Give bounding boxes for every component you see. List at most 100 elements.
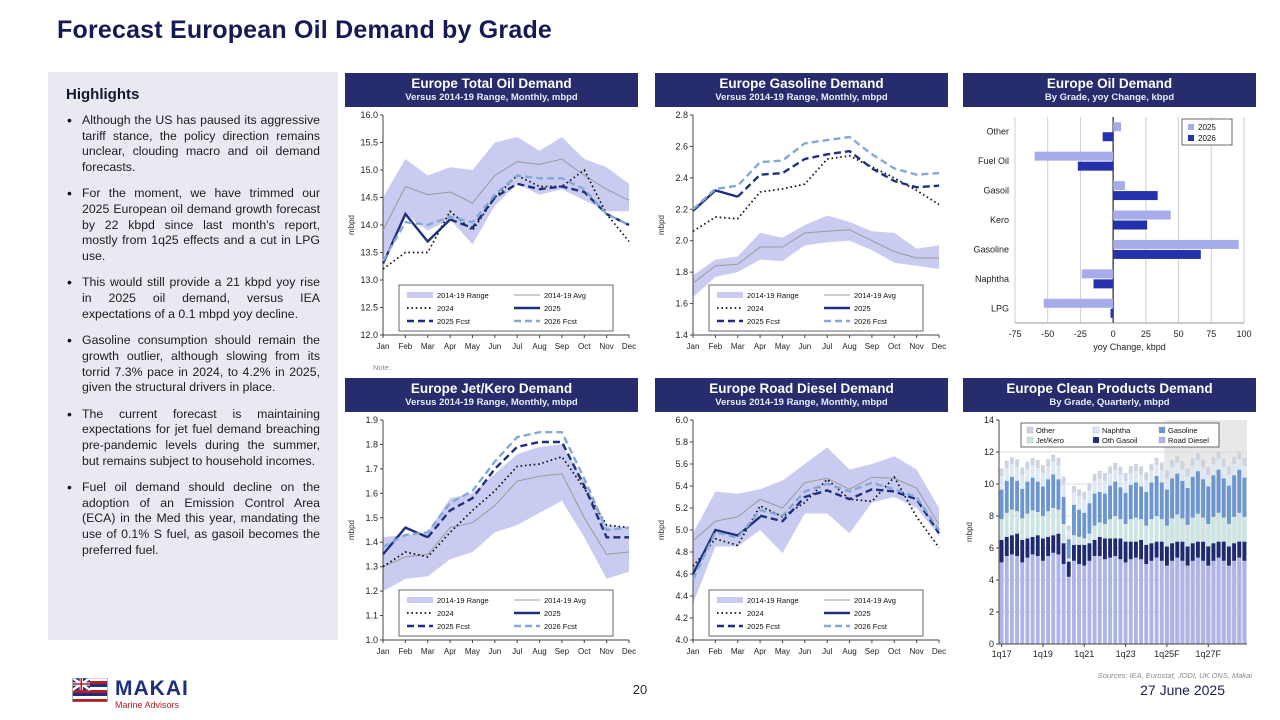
chart-plot-clean-products: 0 2 4 6 8 10 12 14 1q17 1q19 1q21 1q23 1q25F 1q27F mbp… bbox=[963, 412, 1256, 669]
svg-text:12.0: 12.0 bbox=[360, 330, 378, 340]
svg-text:1q27F: 1q27F bbox=[1195, 649, 1221, 659]
svg-text:2025: 2025 bbox=[1198, 123, 1216, 132]
svg-text:12: 12 bbox=[984, 447, 994, 457]
svg-text:Gasoline: Gasoline bbox=[973, 244, 1009, 254]
svg-text:2024: 2024 bbox=[437, 304, 454, 313]
svg-text:Other: Other bbox=[1036, 426, 1055, 435]
svg-text:mbpd: mbpd bbox=[347, 520, 356, 540]
svg-text:Mar: Mar bbox=[421, 647, 435, 656]
chart-panel-yoy-by-grade: Europe Oil Demand By Grade, yoy Change, … bbox=[963, 73, 1256, 362]
series-2026-fcst bbox=[691, 481, 940, 581]
svg-text:Fuel Oil: Fuel Oil bbox=[978, 156, 1009, 166]
bar-2026-kero bbox=[1113, 220, 1148, 230]
highlight-bullet: Gasoline consumption should remain the g… bbox=[66, 332, 320, 395]
chart-plot-yoy-by-grade: Other Fuel Oil Gasoil Kero Gasoline Naphtha LP… bbox=[963, 107, 1256, 362]
svg-text:May: May bbox=[775, 342, 790, 351]
svg-text:2026 Fcst: 2026 Fcst bbox=[854, 622, 888, 631]
chart-title: Europe Total Oil Demand bbox=[411, 76, 572, 91]
range-band bbox=[693, 447, 939, 604]
grid bbox=[1014, 117, 1245, 323]
svg-text:100: 100 bbox=[1236, 329, 1251, 339]
svg-text:Nov: Nov bbox=[910, 647, 924, 656]
axes: 1.0 1.1 1.2 1.3 1.4 1.5 1.6 1.7 1.8 1.9 Jan Feb Mar A… bbox=[347, 415, 636, 656]
gasoline-svg: 1.4 1.6 1.8 2.0 2.2 2.4 2.6 2.8 Jan Feb Mar Apr May J… bbox=[657, 110, 946, 351]
svg-text:Naphtha: Naphtha bbox=[975, 274, 1009, 284]
total-oil-svg: 12.0 12.5 13.0 13.5 14.0 14.5 15.0 15.5 16.0 Jan F… bbox=[347, 110, 636, 351]
svg-text:2.8: 2.8 bbox=[675, 110, 688, 120]
chart-subtitle: By Grade, Quarterly, mbpd bbox=[1049, 397, 1170, 408]
chart-plot-road-diesel: 4.0 4.2 4.4 4.6 4.8 5.0 5.2 5.4 5.6 5.8 6.0 Jan Feb M… bbox=[655, 412, 948, 667]
chart-sources: Sources: IEA, Eurostat, JODI, UK ONS, Ma… bbox=[1097, 671, 1252, 680]
svg-text:13.5: 13.5 bbox=[360, 248, 378, 258]
series-2025 bbox=[382, 526, 429, 556]
svg-text:2025 Fcst: 2025 Fcst bbox=[747, 317, 781, 326]
svg-text:2026 Fcst: 2026 Fcst bbox=[854, 317, 888, 326]
svg-text:Mar: Mar bbox=[731, 342, 745, 351]
svg-text:Oth Gasoil: Oth Gasoil bbox=[1102, 436, 1138, 445]
stacked-bars bbox=[999, 451, 1247, 644]
svg-text:Aug: Aug bbox=[532, 342, 546, 351]
bar-2026-naphtha bbox=[1093, 279, 1114, 289]
svg-text:2014-19 Avg: 2014-19 Avg bbox=[854, 291, 896, 300]
svg-text:May: May bbox=[465, 342, 480, 351]
makai-logo: MAKAI Marine Advisors bbox=[72, 678, 189, 710]
svg-text:1.6: 1.6 bbox=[365, 488, 378, 498]
svg-text:1q19: 1q19 bbox=[1033, 649, 1053, 659]
svg-text:2024: 2024 bbox=[747, 304, 764, 313]
svg-text:1.4: 1.4 bbox=[365, 537, 378, 547]
svg-text:15.5: 15.5 bbox=[360, 138, 378, 148]
svg-text:Jul: Jul bbox=[822, 647, 832, 656]
svg-text:Feb: Feb bbox=[708, 647, 722, 656]
svg-text:-50: -50 bbox=[1041, 329, 1054, 339]
axes: 0 2 4 6 8 10 12 14 1q17 1q19 1q21 1q23 1q25F 1q27F mbp… bbox=[965, 415, 1247, 659]
series-2025-fcst bbox=[736, 149, 940, 198]
chart-header: Europe Road Diesel Demand Versus 2014-19… bbox=[655, 378, 948, 412]
svg-text:0: 0 bbox=[989, 639, 994, 649]
svg-text:Jan: Jan bbox=[687, 342, 700, 351]
svg-text:mbpd: mbpd bbox=[347, 215, 356, 235]
svg-text:4: 4 bbox=[989, 575, 994, 585]
svg-text:Gasoline: Gasoline bbox=[1168, 426, 1198, 435]
svg-text:2025 Fcst: 2025 Fcst bbox=[747, 622, 781, 631]
svg-text:Oct: Oct bbox=[888, 342, 901, 351]
svg-text:Feb: Feb bbox=[398, 342, 412, 351]
series-2025-fcst bbox=[759, 488, 941, 534]
range-band bbox=[383, 444, 629, 592]
series-2026-fcst bbox=[692, 135, 940, 211]
svg-text:1.1: 1.1 bbox=[365, 611, 378, 621]
logo-name: MAKAI bbox=[115, 677, 189, 700]
svg-text:2025 Fcst: 2025 Fcst bbox=[437, 317, 471, 326]
chart-title: Europe Gasoline Demand bbox=[719, 76, 884, 91]
chart-panel-clean-products: Europe Clean Products Demand By Grade, Q… bbox=[963, 378, 1256, 680]
chart-plot-jet-kero: 1.0 1.1 1.2 1.3 1.4 1.5 1.6 1.7 1.8 1.9 Jan Feb Mar A… bbox=[345, 412, 638, 667]
svg-text:2026 Fcst: 2026 Fcst bbox=[544, 622, 578, 631]
chart-header: Europe Oil Demand By Grade, yoy Change, … bbox=[963, 73, 1256, 107]
bar-2026-lpg bbox=[1110, 308, 1114, 318]
svg-text:5.4: 5.4 bbox=[675, 481, 688, 491]
svg-text:2014-19 Range: 2014-19 Range bbox=[437, 596, 489, 605]
svg-text:2024: 2024 bbox=[747, 609, 764, 618]
svg-text:2.0: 2.0 bbox=[675, 236, 688, 246]
axes: 1.4 1.6 1.8 2.0 2.2 2.4 2.6 2.8 Jan Feb Mar Apr May J… bbox=[657, 110, 946, 351]
svg-text:Jul: Jul bbox=[512, 342, 522, 351]
series-2014-19-avg bbox=[692, 229, 939, 284]
svg-text:25: 25 bbox=[1141, 329, 1151, 339]
chart-subtitle: Versus 2014-19 Range, Monthly, mbpd bbox=[405, 92, 578, 103]
grid bbox=[999, 451, 1247, 613]
legend: 2014-19 Range 2014-19 Avg 2024 2025 2025 Fcs… bbox=[708, 589, 924, 637]
svg-text:2025: 2025 bbox=[854, 304, 871, 313]
svg-text:2.6: 2.6 bbox=[675, 141, 688, 151]
hawaii-flag-icon bbox=[72, 678, 108, 702]
svg-text:2.4: 2.4 bbox=[675, 173, 688, 183]
svg-text:2025: 2025 bbox=[544, 304, 561, 313]
svg-text:1q21: 1q21 bbox=[1074, 649, 1094, 659]
svg-text:Dec: Dec bbox=[622, 342, 636, 351]
chart-subtitle: Versus 2014-19 Range, Monthly, mbpd bbox=[405, 397, 578, 408]
svg-text:Jun: Jun bbox=[798, 647, 811, 656]
svg-text:Apr: Apr bbox=[754, 342, 767, 351]
chart-plot-total-oil: 12.0 12.5 13.0 13.5 14.0 14.5 15.0 15.5 16.0 Jan F… bbox=[345, 107, 638, 362]
svg-text:Jul: Jul bbox=[512, 647, 522, 656]
svg-text:1.8: 1.8 bbox=[365, 439, 378, 449]
svg-text:1q17: 1q17 bbox=[992, 649, 1012, 659]
